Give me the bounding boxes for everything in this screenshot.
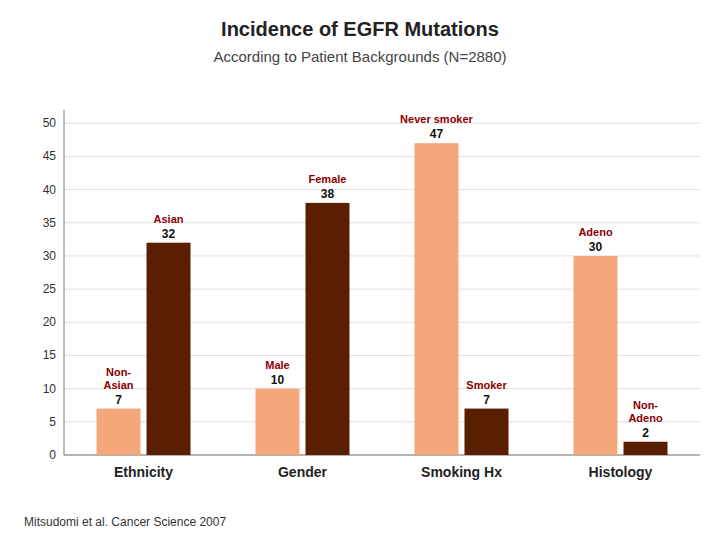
data-label: 32 xyxy=(162,227,176,241)
x-tick-label: Histology xyxy=(589,464,653,480)
title: Incidence of EGFR Mutations xyxy=(221,18,499,40)
bar-annotation: Asian xyxy=(104,379,134,391)
y-tick-label: 45 xyxy=(43,149,57,163)
bar xyxy=(147,243,191,455)
y-tick-label: 50 xyxy=(43,116,57,130)
x-tick-label: Ethnicity xyxy=(114,464,173,480)
y-tick-label: 35 xyxy=(43,216,57,230)
bar-annotation: Female xyxy=(309,173,347,185)
grid: 0 5 10 15 20 25 30 35 40 45 50 xyxy=(43,116,700,462)
data-label: 10 xyxy=(271,373,285,387)
data-label: 2 xyxy=(642,426,649,440)
y-tick-label: 0 xyxy=(49,448,56,462)
bar xyxy=(97,409,141,455)
y-tick-label: 15 xyxy=(43,348,57,362)
data-label: 47 xyxy=(430,127,444,141)
bars xyxy=(97,143,668,455)
y-tick-label: 30 xyxy=(43,249,57,263)
subtitle: According to Patient Backgrounds (N=2880… xyxy=(213,48,506,65)
bar-annotation: Male xyxy=(265,359,289,371)
bar-annotation: Non- xyxy=(633,399,658,411)
bar-annotation: Smoker xyxy=(466,379,507,391)
bar-annotation: Never smoker xyxy=(400,113,473,125)
data-label: 7 xyxy=(115,393,122,407)
y-axis-line xyxy=(64,110,65,455)
grid-line xyxy=(64,156,700,157)
bar-annotation: Adeno xyxy=(578,226,613,238)
bar-annotation: Adeno xyxy=(628,412,663,424)
y-tick-label: 10 xyxy=(43,382,57,396)
x-tick-label: Gender xyxy=(278,464,328,480)
bar xyxy=(465,409,509,455)
data-label: 7 xyxy=(483,393,490,407)
y-tick-label: 5 xyxy=(49,415,56,429)
chart: Incidence of EGFR Mutations According to … xyxy=(0,0,720,540)
bar xyxy=(306,203,350,455)
bar xyxy=(415,143,459,455)
y-tick-label: 25 xyxy=(43,282,57,296)
y-tick-label: 40 xyxy=(43,183,57,197)
bar xyxy=(256,389,300,455)
data-label: 38 xyxy=(321,187,335,201)
bar xyxy=(624,442,668,455)
bar-annotation: Non- xyxy=(106,366,131,378)
grid-line xyxy=(64,123,700,124)
grid-line xyxy=(64,189,700,190)
data-label: 30 xyxy=(589,240,603,254)
footnote: Mitsudomi et al. Cancer Science 2007 xyxy=(24,515,226,529)
bar-annotation: Asian xyxy=(154,213,184,225)
labels: 7AsianNon-10Male47Never smoker30Adeno32A… xyxy=(104,113,663,440)
x-tick-label: Smoking Hx xyxy=(421,464,502,480)
y-tick-label: 20 xyxy=(43,315,57,329)
bar xyxy=(574,256,618,455)
